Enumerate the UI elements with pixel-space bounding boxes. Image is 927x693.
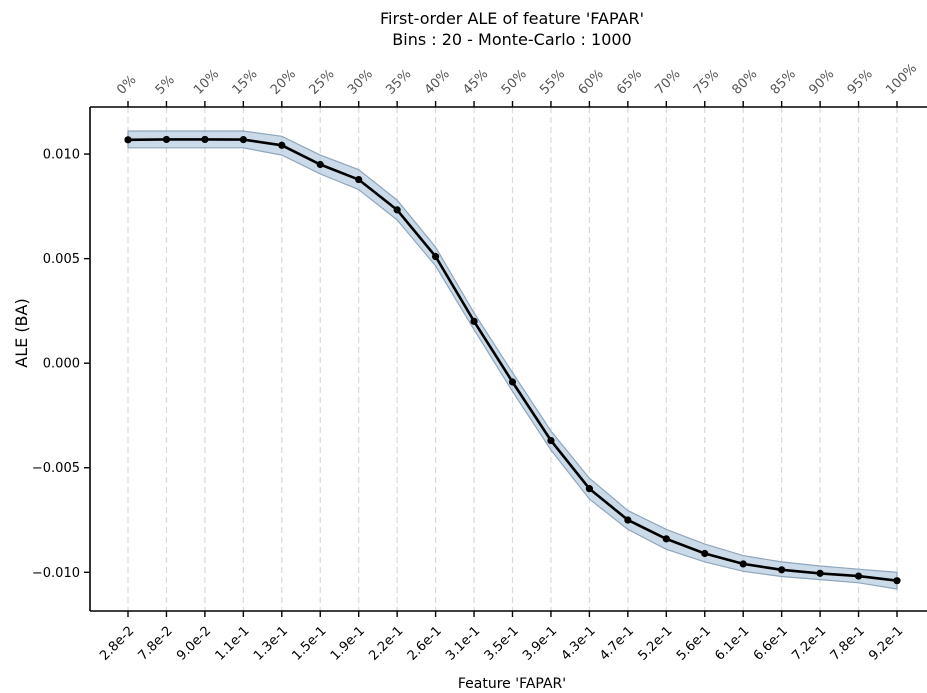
y-tick-label: 0.005 [43,252,80,267]
ale-point [739,560,747,568]
top-percent-label: 65% [614,67,645,98]
x-tick-label: 6.1e-1 [712,624,752,664]
x-tick-label: 1.5e-1 [289,624,329,664]
ale-point [893,577,901,585]
x-tick-label: 3.1e-1 [443,624,483,664]
top-percent-label: 5% [153,73,178,98]
ale-point [508,378,517,386]
x-tick-label: 5.6e-1 [674,624,714,664]
top-percent-label: 95% [845,67,876,98]
x-axis-label: Feature 'FAPAR' [458,676,566,692]
ale-point [854,572,863,580]
top-percent-label: 90% [806,67,837,98]
top-percent-label: 30% [345,67,376,98]
ale-point [201,135,209,144]
x-tick-label: 7.8e-2 [136,624,176,664]
x-tick-label: 2.6e-1 [405,624,445,664]
top-percent-label: 75% [691,67,722,98]
ale-point [701,549,709,558]
x-tick-label: 9.0e-2 [174,624,214,664]
y-tick-label: −0.005 [32,461,80,476]
ale-point [355,175,363,184]
ale-point [470,317,478,325]
top-percent-label: 25% [306,67,337,98]
top-percent-label: 50% [499,67,530,98]
top-percent-label: 100% [883,61,920,98]
top-percent-label: 10% [191,67,222,98]
x-tick-label: 1.1e-1 [213,624,253,664]
ale-point [162,135,171,144]
top-percent-label: 40% [422,67,453,98]
x-tick-label: 5.2e-1 [636,624,676,664]
ale-point [239,136,247,144]
top-percent-label: 55% [537,67,568,98]
top-percent-label: 70% [653,67,684,98]
x-tick-label: 4.7e-1 [597,624,637,664]
x-tick-label: 7.8e-1 [828,624,868,664]
ale-point [662,535,670,543]
y-tick-label: 0.000 [43,357,80,372]
ale-point [816,569,824,577]
ale-point [432,252,440,261]
x-tick-label: 4.3e-1 [559,624,599,664]
top-percent-label: 20% [268,67,299,98]
top-percent-label: 35% [383,67,414,98]
top-percent-label: 80% [729,67,760,98]
x-tick-label: 9.2e-1 [866,624,906,664]
ale-point [624,516,632,524]
confidence-band [127,130,898,590]
ale-point [278,141,286,149]
top-percent-label: 85% [768,67,799,98]
band-layer [127,130,898,590]
top-percent-label: 60% [576,67,607,98]
line-layer [124,135,901,585]
ale-point [393,206,401,214]
y-tick-label: 0.010 [43,148,80,163]
x-tick-label: 1.9e-1 [328,624,368,664]
x-tick-label: 2.2e-1 [366,624,406,664]
grid-layer [127,107,898,611]
ale-point [124,136,132,144]
chart-title: First-order ALE of feature 'FAPAR' [380,9,644,28]
ale-point [585,485,594,493]
x-tick-label: 3.9e-1 [520,624,560,664]
x-tick-label: 2.8e-2 [97,624,137,664]
top-percent-label: 15% [230,67,261,98]
ale-point [547,436,555,445]
chart-subtitle: Bins : 20 - Monte-Carlo : 1000 [392,30,631,49]
x-tick-label: 1.3e-1 [251,624,291,664]
y-tick-label: −0.010 [32,566,80,581]
y-axis-label: ALE (BA) [12,298,31,367]
x-tick-label: 3.5e-1 [482,624,522,664]
top-percent-label: 45% [460,67,491,98]
x-tick-label: 7.2e-1 [789,624,829,664]
ale-point [778,566,786,574]
x-tick-label: 6.6e-1 [751,624,791,664]
ale-point [316,160,324,169]
top-percent-label: 0% [114,73,139,98]
